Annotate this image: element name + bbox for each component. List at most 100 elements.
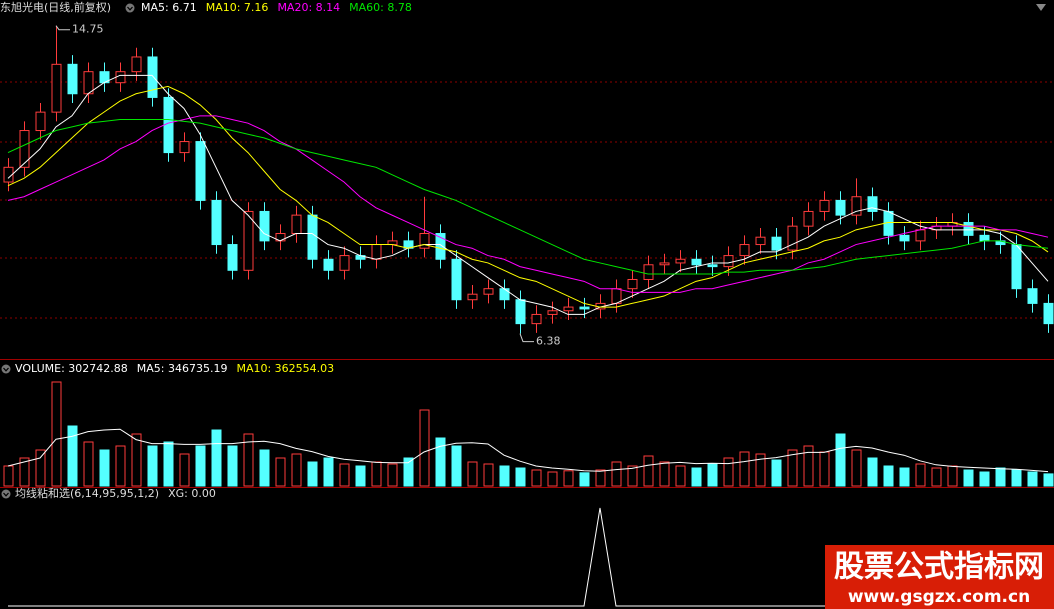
chart-title: 东旭光电(日线,前复权) bbox=[0, 0, 111, 14]
volume-bar bbox=[851, 449, 862, 487]
candle-body bbox=[899, 234, 910, 242]
candle-body bbox=[499, 288, 510, 301]
volume-ma-line bbox=[7, 428, 1049, 473]
candle-body bbox=[323, 258, 334, 271]
menu-icon-arrow bbox=[127, 6, 133, 11]
low-annotation: 6.38 bbox=[536, 335, 561, 348]
candle-body bbox=[1011, 244, 1022, 290]
candle-body bbox=[643, 264, 654, 280]
volume-bar bbox=[931, 467, 942, 487]
volume-bar bbox=[307, 461, 318, 487]
candle-body bbox=[419, 233, 430, 249]
candle-body bbox=[387, 240, 398, 246]
candle-body bbox=[1027, 288, 1038, 304]
candle-body bbox=[307, 214, 318, 260]
volume-bar bbox=[467, 461, 478, 487]
candle-body bbox=[227, 244, 238, 271]
volume-bar bbox=[995, 467, 1006, 487]
volume-bar bbox=[867, 457, 878, 487]
candle-body bbox=[259, 210, 270, 242]
volume-bar bbox=[35, 449, 46, 487]
volume-bar bbox=[755, 453, 766, 487]
candle-body bbox=[579, 306, 590, 310]
candle-body bbox=[35, 111, 46, 132]
volume-bar bbox=[435, 437, 446, 487]
legend-entry: XG: 0.00 bbox=[168, 487, 216, 500]
volume-bar bbox=[787, 449, 798, 487]
candle-body bbox=[787, 225, 798, 251]
annotation-leader bbox=[519, 333, 534, 343]
candle-body bbox=[755, 236, 766, 246]
menu-icon-arrow bbox=[3, 492, 9, 497]
legend-entry: MA5: 6.71 bbox=[141, 1, 197, 14]
volume-bar bbox=[611, 461, 622, 487]
volume-bar bbox=[675, 465, 686, 487]
volume-bar bbox=[659, 461, 670, 487]
candle-body bbox=[131, 56, 142, 73]
volume-bar bbox=[419, 409, 430, 487]
volume-bar bbox=[1043, 473, 1054, 487]
volume-bar bbox=[483, 463, 494, 487]
volume-bar bbox=[195, 445, 206, 487]
volume-bar bbox=[291, 453, 302, 487]
legend-entry: MA5: 346735.19 bbox=[137, 362, 228, 375]
volume-bar bbox=[643, 455, 654, 487]
volume-bar bbox=[595, 469, 606, 487]
candle-body bbox=[291, 214, 302, 235]
volume-bar bbox=[563, 470, 574, 487]
candle-body bbox=[243, 210, 254, 271]
volume-bar bbox=[179, 453, 190, 487]
candle-body bbox=[515, 299, 526, 325]
candle-body bbox=[67, 63, 78, 95]
volume-bar bbox=[19, 457, 30, 487]
volume-bar bbox=[211, 429, 222, 487]
volume-bar bbox=[499, 465, 510, 487]
volume-bar bbox=[803, 445, 814, 487]
volume-bar bbox=[899, 467, 910, 487]
legend-entry: MA60: 8.78 bbox=[349, 1, 412, 14]
volume-bar bbox=[259, 449, 270, 487]
candle-body bbox=[547, 310, 558, 315]
candle-body bbox=[659, 262, 670, 266]
candle-body bbox=[867, 196, 878, 212]
volume-bar bbox=[67, 425, 78, 487]
volume-bar bbox=[227, 445, 238, 487]
candle-body bbox=[627, 278, 638, 290]
menu-arrow[interactable] bbox=[1036, 4, 1046, 11]
volume-bar bbox=[3, 465, 14, 487]
volume-bar bbox=[339, 463, 350, 487]
candle-body bbox=[451, 258, 462, 301]
candle-body bbox=[179, 141, 190, 154]
ma-line bbox=[7, 118, 1049, 275]
menu-icon bbox=[125, 3, 135, 13]
watermark-box bbox=[825, 545, 1054, 609]
volume-bar bbox=[323, 457, 334, 487]
volume-bar bbox=[147, 445, 158, 487]
volume-bar bbox=[627, 465, 638, 487]
candle-body bbox=[3, 166, 14, 183]
volume-bar bbox=[947, 465, 958, 487]
candle-body bbox=[211, 199, 222, 246]
volume-bar bbox=[1027, 471, 1038, 487]
candle-body bbox=[851, 196, 862, 216]
volume-bar bbox=[963, 469, 974, 487]
ma-line bbox=[7, 74, 1049, 315]
volume-bar bbox=[83, 441, 94, 487]
volume-bar bbox=[915, 463, 926, 487]
volume-bar bbox=[979, 471, 990, 487]
candle-body bbox=[803, 210, 814, 227]
candle-body bbox=[771, 236, 782, 251]
ma-line bbox=[7, 85, 1049, 308]
candle-body bbox=[83, 71, 94, 95]
volume-bar bbox=[547, 471, 558, 487]
candle-body bbox=[835, 199, 846, 216]
volume-bar bbox=[883, 465, 894, 487]
annotation-leader bbox=[55, 25, 70, 31]
candle-body bbox=[963, 221, 974, 236]
volume-bar bbox=[355, 465, 366, 487]
candle-body bbox=[531, 313, 542, 325]
candle-body bbox=[19, 130, 30, 168]
volume-bar bbox=[243, 433, 254, 487]
